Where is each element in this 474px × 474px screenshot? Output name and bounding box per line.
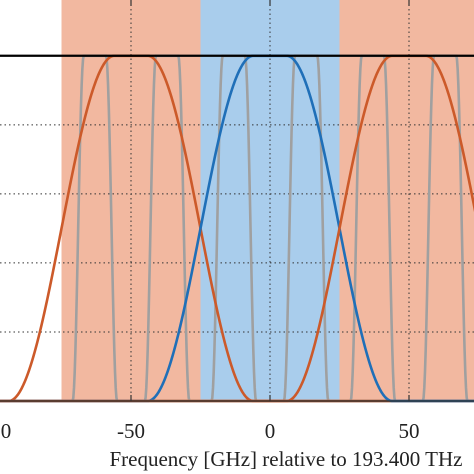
x-tick-label-2: -50 — [117, 419, 145, 443]
x-tick-label-3: 0 — [265, 419, 276, 443]
shaded-bands — [61, 0, 474, 401]
x-tick-label-4: 50 — [399, 419, 420, 443]
x-tick-labels: -100-50050100 — [0, 0, 420, 443]
x-axis-label: Frequency [GHz] relative to 193.400 THz — [109, 447, 462, 471]
x-tick-label-1: -100 — [0, 419, 11, 443]
gridlines — [0, 0, 474, 401]
